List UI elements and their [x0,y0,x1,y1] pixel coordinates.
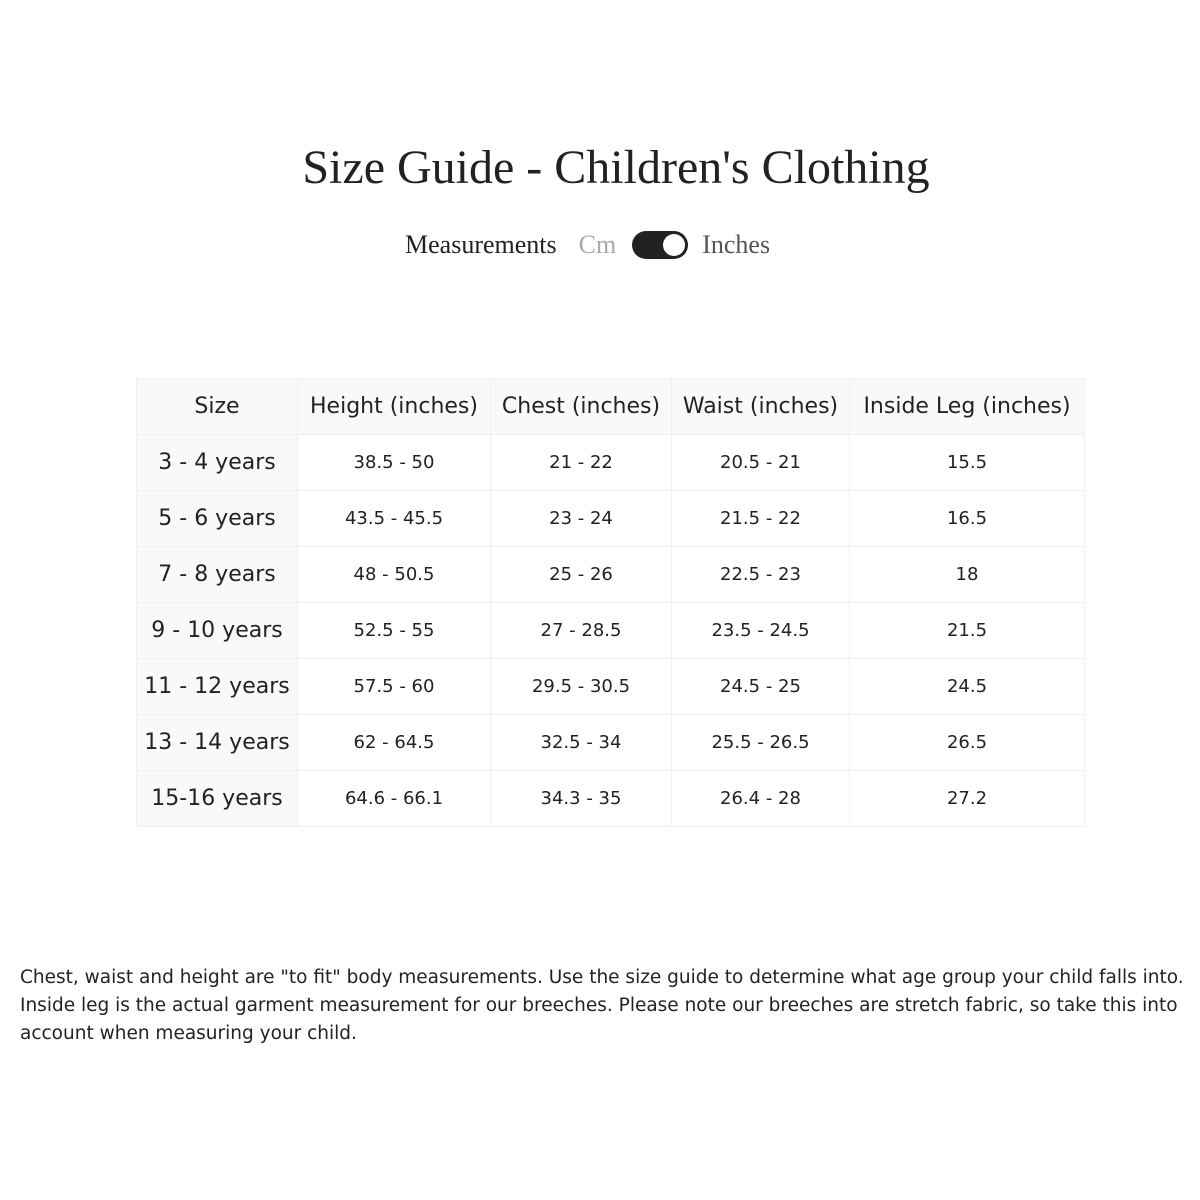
unit-toggle[interactable] [632,231,689,259]
measurement-cell: 29.5 - 30.5 [490,658,672,715]
measurement-cell: 16.5 [849,490,1085,547]
measurement-cell: 22.5 - 23 [671,546,850,603]
column-header: Waist (inches) [671,378,850,435]
measurement-cell: 15.5 [849,434,1085,491]
size-cell: 11 - 12 years [136,658,298,715]
measurement-cell: 20.5 - 21 [671,434,850,491]
measurement-cell: 26.5 [849,714,1085,771]
measurement-cell: 34.3 - 35 [490,770,672,827]
size-cell: 3 - 4 years [136,434,298,491]
measurement-cell: 48 - 50.5 [297,546,491,603]
table-row: 5 - 6 years 43.5 - 45.5 23 - 24 21.5 - 22 16… [136,490,1085,547]
measurement-cell: 57.5 - 60 [297,658,491,715]
measurement-unit-switch: Measurements Cm Inches [405,230,770,260]
measurement-cell: 27 - 28.5 [490,602,672,659]
measurement-cell: 27.2 [849,770,1085,827]
table-row: 15-16 years 64.6 - 66.1 34.3 - 35 26.4 - 28… [136,770,1085,827]
size-cell: 7 - 8 years [136,546,298,603]
column-header: Size [136,378,298,435]
measurement-cell: 26.4 - 28 [671,770,850,827]
measurement-cell: 21.5 [849,602,1085,659]
measurement-cell: 24.5 - 25 [671,658,850,715]
table-row: 11 - 12 years 57.5 - 60 29.5 - 30.5 24.5 - … [136,658,1085,715]
size-cell: 5 - 6 years [136,490,298,547]
table-row: 13 - 14 years 62 - 64.5 32.5 - 34 25.5 - 26… [136,714,1085,771]
measurement-cell: 43.5 - 45.5 [297,490,491,547]
column-header: Inside Leg (inches) [849,378,1085,435]
measurement-cell: 21 - 22 [490,434,672,491]
table-header-row: Size Height (inches) Chest (inches) Waist (… [136,378,1085,435]
measurement-cell: 32.5 - 34 [490,714,672,771]
measurement-cell: 38.5 - 50 [297,434,491,491]
measurement-cell: 62 - 64.5 [297,714,491,771]
page-title: Size Guide - Children's Clothing [302,141,930,194]
size-table: Size Height (inches) Chest (inches) Waist (… [136,378,1085,827]
measurement-cell: 52.5 - 55 [297,602,491,659]
inches-option[interactable]: Inches [702,230,771,259]
size-cell: 9 - 10 years [136,602,298,659]
measurement-cell: 21.5 - 22 [671,490,850,547]
table-row: 3 - 4 years 38.5 - 50 21 - 22 20.5 - 21 15.5 [136,434,1085,491]
measurement-cell: 23.5 - 24.5 [671,602,850,659]
measurement-cell: 18 [849,546,1085,603]
table-row: 9 - 10 years 52.5 - 55 27 - 28.5 23.5 - 24.… [136,602,1085,659]
measurement-cell: 24.5 [849,658,1085,715]
measurement-cell: 23 - 24 [490,490,672,547]
measurement-cell: 25.5 - 26.5 [671,714,850,771]
measurement-cell: 25 - 26 [490,546,672,603]
size-cell: 13 - 14 years [136,714,298,771]
measurements-label: Measurements [405,230,557,259]
column-header: Height (inches) [297,378,491,435]
size-guide-note: Chest, waist and height are "to fit" bod… [20,967,1184,1044]
cm-option[interactable]: Cm [578,230,617,259]
size-cell: 15-16 years [136,770,298,827]
measurement-cell: 64.6 - 66.1 [297,770,491,827]
column-header: Chest (inches) [490,378,672,435]
table-row: 7 - 8 years 48 - 50.5 25 - 26 22.5 - 23 18 [136,546,1085,603]
toggle-knob [663,234,686,256]
